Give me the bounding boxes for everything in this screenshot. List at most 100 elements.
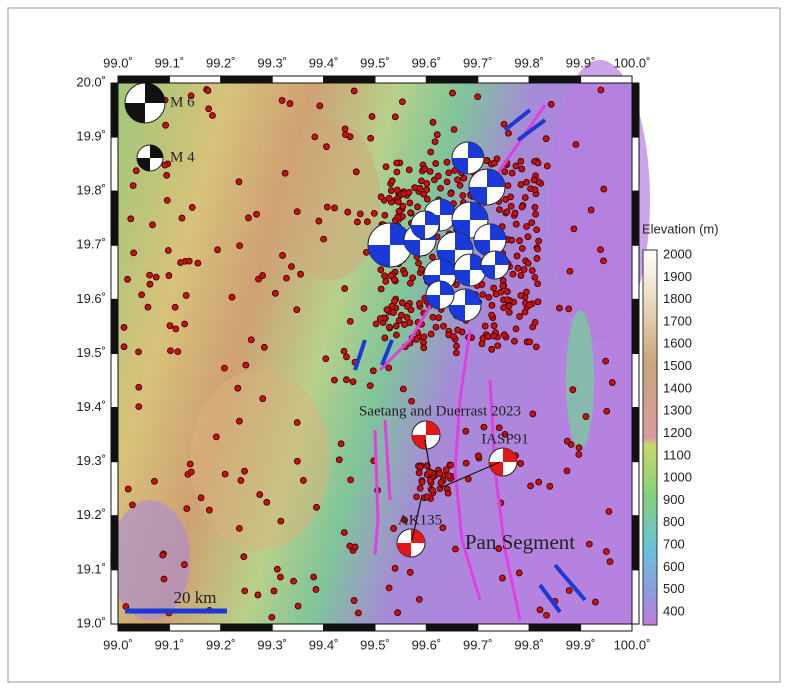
earthquake [215,247,221,253]
earthquake [378,267,384,273]
earthquake [235,385,241,391]
earthquake [343,377,349,383]
earthquake [500,283,506,289]
earthquake [396,208,402,214]
earthquake [338,441,344,447]
earthquake [283,275,289,281]
earthquake [312,134,318,140]
earthquake [147,272,153,278]
earthquake [317,103,323,109]
colorbar-label: 400 [663,603,685,618]
earthquake [136,349,142,355]
earthquake [381,273,387,279]
earthquake [576,445,582,451]
earthquake [236,525,242,531]
colorbar-label: 1600 [663,336,692,351]
frame-segment [111,516,118,570]
earthquake [434,132,440,138]
colorbar-label: 1500 [663,358,692,373]
earthquake [432,139,438,145]
earthquake [576,451,582,457]
earthquake [421,334,427,340]
earthquake [556,305,562,311]
frame-segment [272,624,323,631]
x-label: 99.8˚ [514,55,544,70]
earthquake [491,333,497,339]
legend-label: M 4 [170,149,195,165]
earthquake [260,273,266,279]
earthquake [417,464,423,470]
earthquake [186,258,192,264]
earthquake [424,494,430,500]
earthquake [511,338,517,344]
earthquake [294,420,300,426]
earthquake [463,460,469,466]
frame-segment [111,354,118,408]
colorbar-label: 1200 [663,425,692,440]
frame-segment [111,191,118,245]
frame-segment [529,76,580,83]
earthquake [518,158,524,164]
earthquake [386,365,392,371]
earthquake [496,425,502,431]
earthquake [438,185,444,191]
earthquake [321,236,327,242]
earthquake [300,477,306,483]
earthquake [475,453,481,459]
frame-segment [111,462,118,516]
earthquake [402,271,408,277]
earthquake [271,588,277,594]
earthquake [475,94,481,100]
x-label: 99.7˚ [463,55,493,70]
earthquake [354,219,360,225]
earthquake [183,292,189,298]
earthquake [241,468,247,474]
earthquake [209,112,215,118]
y-label: 20.0˚ [76,74,106,89]
x-label: 99.2˚ [206,637,236,652]
earthquake [181,562,187,568]
earthquake [342,286,348,292]
earthquake [395,214,401,220]
earthquake [535,299,541,305]
earthquake [526,302,532,308]
earthquake [125,486,131,492]
earthquake [368,135,374,141]
earthquake [129,502,135,508]
earthquake [331,377,337,383]
earthquake [282,170,288,176]
earthquake [448,462,454,468]
earthquake [534,255,540,261]
earthquake [399,99,405,105]
earthquake [351,598,357,604]
frame-segment [581,624,632,631]
earthquake [529,220,535,226]
earthquake [512,210,518,216]
earthquake [446,473,452,479]
earthquake [238,477,244,483]
earthquake [295,603,301,609]
earthquake [165,247,171,253]
colorbar-label: 1900 [663,269,692,284]
earthquake [564,438,570,444]
frame-segment [632,354,639,408]
frame-segment [581,76,632,83]
earthquake [518,182,524,188]
earthquake [452,546,458,552]
terrain-ridge [566,310,594,450]
earthquake [164,197,170,203]
earthquake [237,243,243,249]
earthquake [479,341,485,347]
earthquake [415,204,421,210]
frame-segment [111,137,118,191]
y-label: 19.0˚ [76,615,106,630]
earthquake [254,211,260,217]
earthquake [352,544,358,550]
x-label: 99.4˚ [309,637,339,652]
earthquake [369,114,375,120]
frame-segment [632,570,639,624]
earthquake [534,227,540,233]
earthquake [532,274,538,280]
earthquake [419,266,425,272]
earthquake [523,289,529,295]
